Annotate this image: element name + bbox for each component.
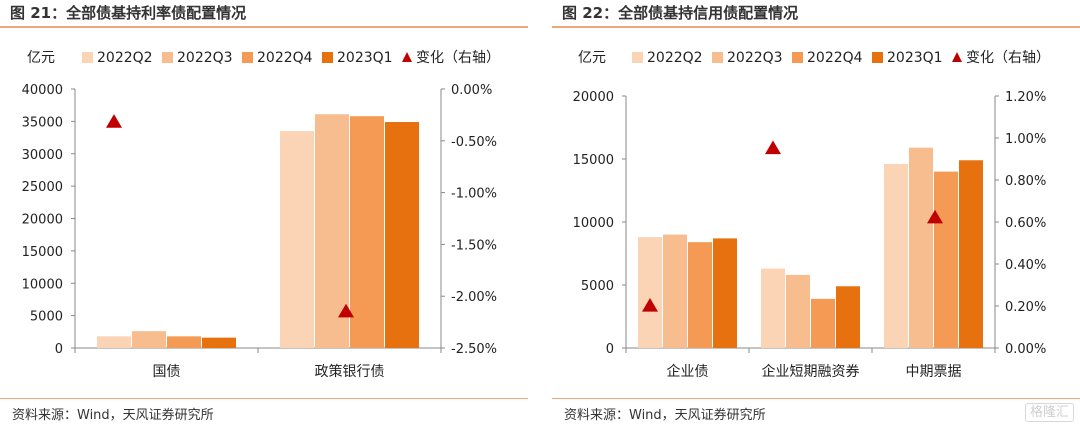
- y2-tick-label: -1.50%: [451, 238, 497, 253]
- change-marker-triangle: [927, 209, 943, 224]
- y-tick-label: 15000: [22, 245, 63, 260]
- y-tick-label: 20000: [573, 90, 614, 105]
- source-divider: [0, 398, 528, 399]
- legend-swatch-2022Q3: [162, 52, 173, 63]
- y-tick-label: 15000: [573, 153, 614, 168]
- y-axis-unit-label: 亿元: [27, 50, 55, 66]
- y2-tick-label: 0.40%: [1005, 258, 1046, 273]
- title-divider: [552, 26, 1080, 28]
- bar-2023Q1: [959, 160, 983, 348]
- y-tick-label: 0: [606, 342, 614, 357]
- legend-swatch-2022Q3: [712, 52, 723, 63]
- bar-2022Q4: [167, 336, 201, 348]
- legend-label: 2023Q1: [887, 50, 943, 66]
- figure-title: 图 22：全部债基持信用债配置情况: [562, 4, 799, 22]
- y2-tick-label: 1.00%: [1005, 132, 1046, 147]
- change-marker-triangle: [338, 303, 354, 318]
- y-tick-label: 35000: [22, 115, 63, 130]
- bar-2023Q1: [202, 337, 236, 348]
- bar-2022Q3: [132, 331, 166, 348]
- y-axis-unit-label: 亿元: [578, 50, 606, 66]
- change-marker-triangle: [642, 298, 658, 312]
- bar-2022Q4: [350, 116, 384, 348]
- y2-tick-label: 0.60%: [1005, 216, 1046, 231]
- figure-title: 图 21：全部债基持利率债配置情况: [10, 4, 247, 22]
- bar-2022Q4: [811, 298, 835, 348]
- bar-2022Q4: [688, 242, 712, 348]
- y2-tick-label: 0.00%: [1005, 342, 1046, 357]
- y-tick-label: 5000: [30, 310, 63, 325]
- x-tick-label: 企业短期融资券: [762, 363, 860, 380]
- bar-2022Q2: [884, 164, 908, 348]
- bar-2022Q2: [97, 336, 131, 348]
- bar-2023Q1: [385, 122, 419, 349]
- y2-tick-label: -0.50%: [451, 135, 497, 150]
- bar-2022Q3: [786, 274, 810, 348]
- bar-2023Q1: [713, 238, 737, 348]
- bar-2022Q2: [761, 268, 785, 348]
- x-tick-label: 企业债: [667, 363, 709, 380]
- bar-2023Q1: [836, 286, 860, 348]
- change-marker-triangle: [765, 140, 781, 155]
- legend-swatch-2022Q4: [242, 52, 253, 63]
- legend-label: 2022Q4: [807, 50, 863, 66]
- y-tick-label: 25000: [22, 180, 63, 195]
- y-tick-label: 30000: [22, 148, 63, 163]
- bar-2022Q4: [934, 171, 958, 348]
- legend-label: 2022Q4: [257, 50, 313, 66]
- legend-swatch-triangle: [402, 52, 412, 62]
- change-marker-triangle: [106, 114, 122, 128]
- source-note: 资料来源：Wind，天风证券研究所: [564, 408, 766, 423]
- y2-tick-label: 0.00%: [451, 83, 492, 98]
- legend-label: 变化（右轴）: [966, 50, 1050, 66]
- y-tick-label: 0: [55, 342, 63, 357]
- legend-swatch-2022Q2: [632, 52, 643, 63]
- y2-tick-label: 0.80%: [1005, 174, 1046, 189]
- y-tick-label: 40000: [22, 83, 63, 98]
- y-tick-label: 5000: [581, 279, 614, 294]
- y2-tick-label: 1.20%: [1005, 90, 1046, 105]
- bar-2022Q2: [638, 237, 662, 348]
- x-tick-label: 政策银行债: [315, 363, 385, 380]
- y-tick-label: 20000: [22, 213, 63, 228]
- legend-label: 变化（右轴）: [416, 50, 500, 66]
- y2-tick-label: 0.20%: [1005, 300, 1046, 315]
- watermark-logo: 格隆汇: [1024, 403, 1074, 422]
- y-tick-label: 10000: [573, 216, 614, 231]
- bar-2022Q3: [663, 234, 687, 348]
- bar-2022Q2: [280, 131, 314, 348]
- source-divider: [552, 398, 1080, 399]
- source-note: 资料来源：Wind，天风证券研究所: [12, 408, 214, 423]
- figure-panel-22: 图 22：全部债基持信用债配置情况 亿元 0 5000 10000 15000 20000…: [552, 0, 1080, 428]
- legend-label: 2022Q3: [177, 50, 233, 66]
- chart-credit-bonds: 亿元 0 5000 10000 15000 20000 0.00% 0.20% 0.40% 0.6…: [573, 50, 1050, 380]
- y2-tick-label: -1.00%: [451, 187, 497, 202]
- y-tick-label: 10000: [22, 277, 63, 292]
- chart-interest-rate-bonds: 亿元 0 5000 10000 15000 20000 25000 30000 35000 400…: [22, 50, 500, 380]
- y2-tick-label: -2.00%: [451, 290, 497, 305]
- y2-tick-label: -2.50%: [451, 342, 497, 357]
- legend-swatch-2023Q1: [872, 52, 883, 63]
- x-tick-label: 国债: [153, 364, 181, 380]
- bar-2022Q3: [909, 147, 933, 348]
- legend-label: 2022Q3: [727, 50, 783, 66]
- legend-label: 2023Q1: [337, 50, 393, 66]
- legend-label: 2022Q2: [97, 50, 153, 66]
- legend-swatch-triangle: [952, 52, 962, 62]
- title-divider: [0, 26, 528, 28]
- legend-label: 2022Q2: [647, 50, 703, 66]
- x-tick-label: 中期票据: [906, 364, 962, 380]
- figure-panel-21: 图 21：全部债基持利率债配置情况 亿元 0 5000 10000 15000 20000…: [0, 0, 528, 428]
- legend-swatch-2023Q1: [322, 52, 333, 63]
- legend-swatch-2022Q2: [82, 52, 93, 63]
- legend-swatch-2022Q4: [792, 52, 803, 63]
